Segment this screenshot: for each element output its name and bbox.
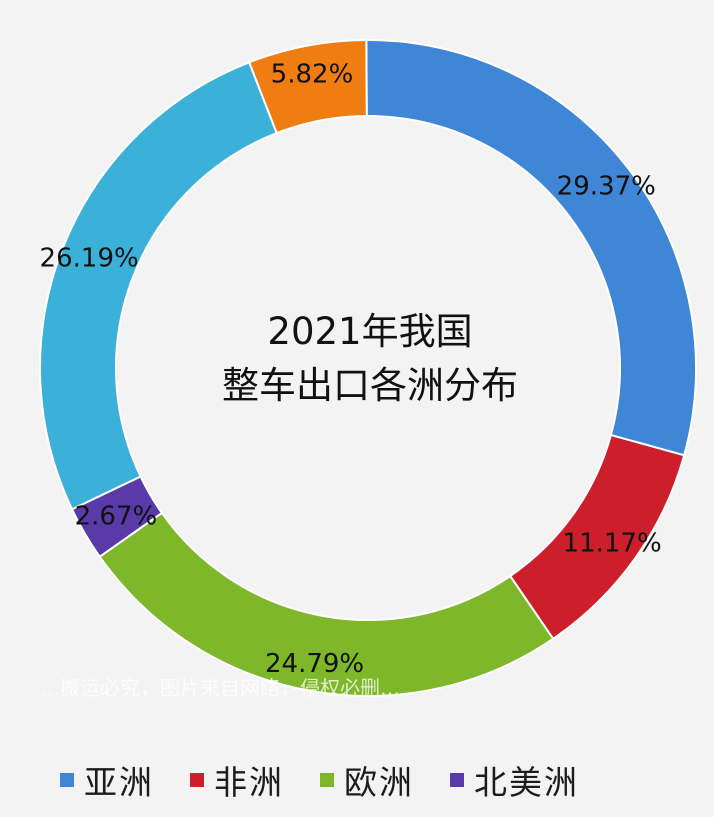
donut-slice-5: [247, 38, 368, 135]
chart-legend: 亚洲 非洲 欧洲 北美洲: [60, 758, 579, 802]
legend-swatch-asia: [60, 773, 74, 787]
donut-slices: [39, 38, 697, 697]
donut-slice-0: [365, 39, 697, 457]
legend-label-north-america: 北美洲: [474, 763, 579, 802]
legend-item-europe: 欧洲: [320, 756, 414, 804]
slice-label-5: 5.82%: [271, 59, 354, 89]
legend-item-africa: 非洲: [190, 756, 284, 804]
legend-label-africa: 非洲: [214, 763, 284, 802]
donut-slice-4: [39, 60, 279, 511]
chart-title-line-1: 2021年我国: [267, 310, 472, 353]
slice-label-2: 24.79%: [265, 649, 364, 679]
legend-item-north-america: 北美洲: [450, 756, 579, 804]
slice-label-4: 26.19%: [40, 243, 139, 273]
slice-label-0: 29.37%: [557, 172, 656, 202]
legend-label-europe: 欧洲: [344, 763, 414, 802]
legend-item-asia: 亚洲: [60, 756, 154, 804]
slice-labels: 29.37% 11.17% 24.79% 2.67% 26.19% 5.82%: [40, 59, 662, 679]
legend-swatch-africa: [190, 773, 204, 787]
legend-swatch-europe: [320, 773, 334, 787]
legend-swatch-north-america: [450, 773, 464, 787]
watermark-text: …搬运必究，图片来自网络，侵权必删…: [40, 676, 400, 700]
legend-label-asia: 亚洲: [84, 763, 154, 802]
slice-label-3: 2.67%: [75, 501, 158, 531]
slice-label-1: 11.17%: [563, 528, 662, 558]
chart-title-line-2: 整车出口各洲分布: [222, 364, 518, 407]
